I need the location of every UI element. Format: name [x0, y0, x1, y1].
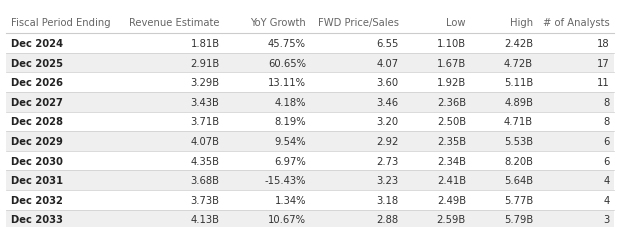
Text: Revenue Estimate: Revenue Estimate	[129, 18, 220, 28]
Text: 4.72B: 4.72B	[504, 58, 533, 68]
Text: 18: 18	[597, 39, 610, 49]
FancyBboxPatch shape	[6, 112, 614, 132]
Text: 10.67%: 10.67%	[268, 215, 306, 225]
Text: 3.60: 3.60	[376, 78, 399, 88]
Text: Dec 2027: Dec 2027	[11, 97, 63, 107]
Text: 8: 8	[604, 117, 610, 127]
Text: 3.73B: 3.73B	[191, 195, 220, 205]
Text: 4.89B: 4.89B	[504, 97, 533, 107]
Text: 5.77B: 5.77B	[504, 195, 533, 205]
FancyBboxPatch shape	[6, 93, 614, 112]
Text: 3.43B: 3.43B	[191, 97, 220, 107]
Text: 4.13B: 4.13B	[191, 215, 220, 225]
Text: 2.35B: 2.35B	[436, 136, 466, 146]
Text: 2.59B: 2.59B	[436, 215, 466, 225]
Text: 1.10B: 1.10B	[436, 39, 466, 49]
Text: Dec 2025: Dec 2025	[11, 58, 63, 68]
Text: -15.43%: -15.43%	[264, 175, 306, 185]
FancyBboxPatch shape	[6, 210, 614, 227]
Text: 3.46: 3.46	[376, 97, 399, 107]
Text: 2.41B: 2.41B	[436, 175, 466, 185]
FancyBboxPatch shape	[6, 73, 614, 93]
Text: 4: 4	[604, 175, 610, 185]
Text: 45.75%: 45.75%	[268, 39, 306, 49]
Text: 3.29B: 3.29B	[190, 78, 220, 88]
Text: 1.81B: 1.81B	[190, 39, 220, 49]
Text: Dec 2029: Dec 2029	[11, 136, 63, 146]
Text: 2.50B: 2.50B	[436, 117, 466, 127]
Text: Fiscal Period Ending: Fiscal Period Ending	[11, 18, 111, 28]
Text: 3.23: 3.23	[376, 175, 399, 185]
Text: 4.35B: 4.35B	[191, 156, 220, 166]
FancyBboxPatch shape	[6, 34, 614, 54]
Text: 6: 6	[604, 136, 610, 146]
Text: Dec 2024: Dec 2024	[11, 39, 63, 49]
Text: 4.07B: 4.07B	[191, 136, 220, 146]
Text: 2.92: 2.92	[376, 136, 399, 146]
Text: 5.64B: 5.64B	[504, 175, 533, 185]
FancyBboxPatch shape	[6, 11, 614, 34]
FancyBboxPatch shape	[6, 54, 614, 73]
Text: YoY Growth: YoY Growth	[250, 18, 306, 28]
Text: 2.73: 2.73	[376, 156, 399, 166]
Text: Dec 2026: Dec 2026	[11, 78, 63, 88]
Text: Dec 2028: Dec 2028	[11, 117, 63, 127]
Text: 2.88: 2.88	[376, 215, 399, 225]
Text: High: High	[510, 18, 533, 28]
Text: 3.68B: 3.68B	[191, 175, 220, 185]
Text: 3.20: 3.20	[376, 117, 399, 127]
Text: 2.49B: 2.49B	[436, 195, 466, 205]
Text: 1.92B: 1.92B	[436, 78, 466, 88]
FancyBboxPatch shape	[6, 151, 614, 171]
Text: 3.71B: 3.71B	[190, 117, 220, 127]
Text: 3.18: 3.18	[376, 195, 399, 205]
Text: 2.91B: 2.91B	[190, 58, 220, 68]
Text: 4: 4	[604, 195, 610, 205]
Text: 6.55: 6.55	[376, 39, 399, 49]
Text: 6: 6	[604, 156, 610, 166]
Text: 4.07: 4.07	[376, 58, 399, 68]
Text: 17: 17	[597, 58, 610, 68]
Text: Dec 2031: Dec 2031	[11, 175, 63, 185]
Text: 2.42B: 2.42B	[504, 39, 533, 49]
Text: Low: Low	[447, 18, 466, 28]
Text: Dec 2033: Dec 2033	[11, 215, 63, 225]
Text: 2.34B: 2.34B	[437, 156, 466, 166]
Text: 1.67B: 1.67B	[436, 58, 466, 68]
Text: 8: 8	[604, 97, 610, 107]
Text: # of Analysts: # of Analysts	[543, 18, 610, 28]
Text: Dec 2030: Dec 2030	[11, 156, 63, 166]
Text: 3: 3	[604, 215, 610, 225]
Text: 2.36B: 2.36B	[436, 97, 466, 107]
Text: 60.65%: 60.65%	[268, 58, 306, 68]
Text: 9.54%: 9.54%	[275, 136, 306, 146]
FancyBboxPatch shape	[6, 132, 614, 151]
Text: 5.79B: 5.79B	[504, 215, 533, 225]
Text: 5.53B: 5.53B	[504, 136, 533, 146]
Text: 5.11B: 5.11B	[504, 78, 533, 88]
Text: Dec 2032: Dec 2032	[11, 195, 63, 205]
Text: 4.71B: 4.71B	[504, 117, 533, 127]
Text: 13.11%: 13.11%	[268, 78, 306, 88]
FancyBboxPatch shape	[6, 171, 614, 190]
FancyBboxPatch shape	[6, 190, 614, 210]
Text: 8.19%: 8.19%	[275, 117, 306, 127]
Text: 11: 11	[597, 78, 610, 88]
Text: FWD Price/Sales: FWD Price/Sales	[317, 18, 399, 28]
Text: 1.34%: 1.34%	[275, 195, 306, 205]
Text: 4.18%: 4.18%	[275, 97, 306, 107]
Text: 8.20B: 8.20B	[504, 156, 533, 166]
Text: 6.97%: 6.97%	[274, 156, 306, 166]
